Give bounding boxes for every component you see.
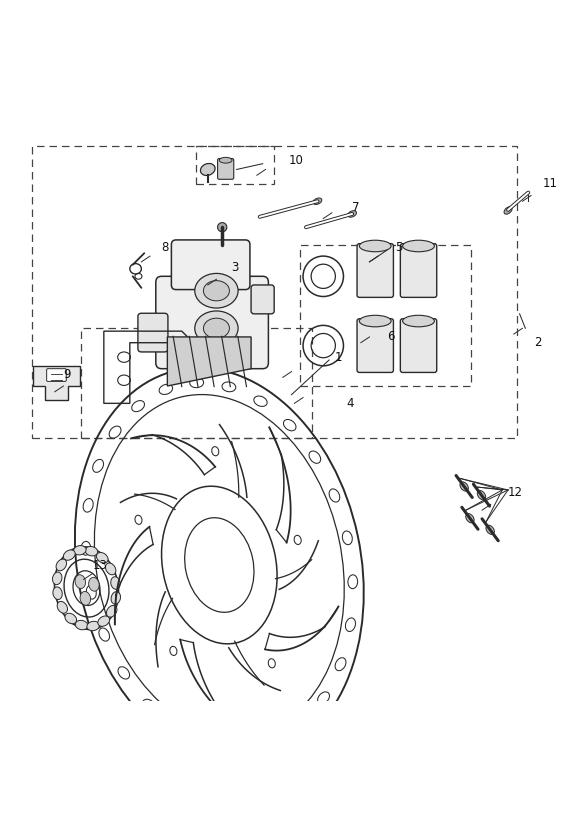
Text: 6: 6	[387, 330, 394, 344]
Ellipse shape	[53, 587, 62, 600]
Text: 8: 8	[161, 241, 169, 254]
Ellipse shape	[403, 316, 434, 327]
Ellipse shape	[89, 578, 99, 591]
Circle shape	[217, 222, 227, 232]
Text: 1: 1	[335, 351, 342, 363]
Text: 3: 3	[231, 261, 238, 274]
Ellipse shape	[98, 616, 110, 626]
Ellipse shape	[96, 552, 108, 563]
Polygon shape	[33, 366, 79, 400]
FancyBboxPatch shape	[217, 158, 234, 180]
Bar	[196, 147, 274, 184]
Ellipse shape	[477, 490, 486, 500]
Ellipse shape	[201, 163, 215, 176]
Text: 10: 10	[289, 154, 304, 167]
Ellipse shape	[460, 482, 468, 491]
FancyBboxPatch shape	[251, 285, 274, 314]
FancyBboxPatch shape	[401, 319, 437, 372]
Ellipse shape	[107, 606, 117, 617]
FancyBboxPatch shape	[401, 244, 437, 297]
Ellipse shape	[195, 274, 238, 308]
Ellipse shape	[313, 198, 322, 204]
Ellipse shape	[504, 207, 512, 214]
Ellipse shape	[203, 281, 230, 301]
Ellipse shape	[348, 211, 356, 218]
Bar	[300, 245, 470, 386]
Ellipse shape	[466, 513, 474, 523]
Ellipse shape	[52, 572, 62, 584]
Text: 4: 4	[346, 397, 354, 410]
Ellipse shape	[57, 602, 68, 613]
Ellipse shape	[80, 592, 90, 606]
Ellipse shape	[65, 613, 76, 624]
Polygon shape	[167, 337, 251, 386]
FancyBboxPatch shape	[47, 368, 66, 382]
FancyBboxPatch shape	[357, 244, 394, 297]
Ellipse shape	[203, 318, 230, 339]
Ellipse shape	[359, 241, 391, 252]
FancyBboxPatch shape	[171, 240, 250, 289]
Ellipse shape	[403, 241, 434, 252]
Text: 13: 13	[92, 559, 107, 572]
FancyBboxPatch shape	[357, 319, 394, 372]
Ellipse shape	[73, 545, 86, 555]
Ellipse shape	[64, 550, 75, 560]
FancyBboxPatch shape	[138, 313, 168, 352]
Ellipse shape	[56, 559, 66, 571]
Ellipse shape	[106, 563, 116, 575]
Ellipse shape	[75, 575, 86, 588]
Ellipse shape	[87, 621, 100, 630]
Bar	[80, 328, 312, 438]
Text: 9: 9	[64, 368, 71, 381]
Ellipse shape	[111, 577, 120, 589]
Ellipse shape	[486, 525, 494, 535]
Ellipse shape	[111, 592, 121, 604]
Text: 5: 5	[395, 241, 403, 254]
Text: 2: 2	[534, 336, 542, 349]
Ellipse shape	[219, 157, 232, 163]
FancyBboxPatch shape	[156, 276, 268, 368]
Ellipse shape	[75, 620, 88, 630]
Ellipse shape	[85, 546, 98, 556]
Ellipse shape	[195, 311, 238, 345]
Bar	[31, 147, 517, 438]
Text: 12: 12	[508, 486, 523, 499]
Ellipse shape	[359, 316, 391, 327]
Text: 7: 7	[352, 200, 360, 213]
Text: 11: 11	[543, 177, 558, 190]
